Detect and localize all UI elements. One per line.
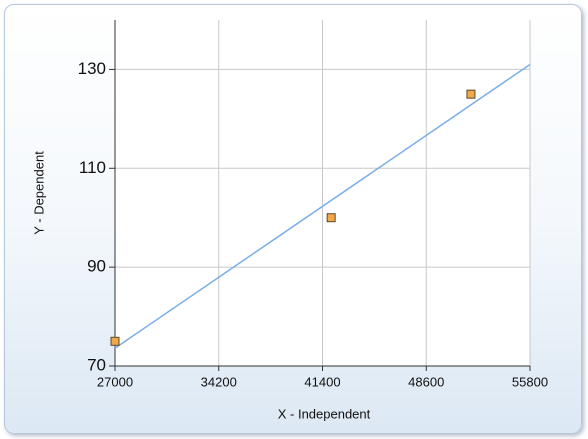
y-tick-label: 70	[87, 355, 106, 374]
x-tick-label: 41400	[304, 374, 340, 389]
y-axis-label: Y - Dependent	[31, 151, 46, 235]
trend-line	[114, 63, 531, 349]
y-tick-label: 130	[78, 59, 106, 78]
x-tick-label: 27000	[97, 374, 133, 389]
x-axis-label: X - Independent	[278, 406, 371, 421]
x-tick-label: 34200	[201, 374, 237, 389]
x-tick-label: 55800	[512, 374, 548, 389]
x-tick-label: 48600	[408, 374, 444, 389]
y-tick-label: 90	[87, 257, 106, 276]
data-point	[110, 336, 120, 346]
data-point	[466, 89, 476, 99]
data-point	[326, 213, 336, 223]
y-tick-label: 110	[79, 158, 106, 177]
